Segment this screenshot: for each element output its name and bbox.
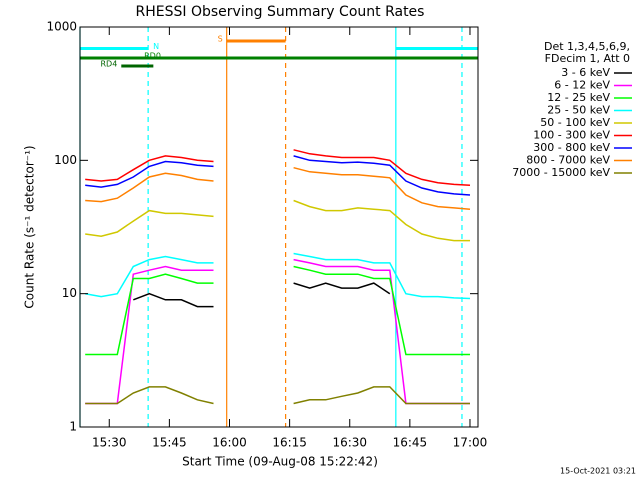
series-line xyxy=(85,149,471,187)
series-line xyxy=(133,282,391,308)
legend-header: Det 1,3,4,5,6,9, xyxy=(544,40,630,53)
x-tick-label: 17:00 xyxy=(453,436,488,450)
flag-label: RD4 xyxy=(100,59,117,68)
flag-label: N xyxy=(153,42,159,51)
y-tick-label: 1000 xyxy=(46,20,77,34)
legend-label: 800 - 7000 keV xyxy=(526,154,610,167)
legend-label: 3 - 6 keV xyxy=(561,66,610,79)
legend-label: 100 - 300 keV xyxy=(533,129,610,142)
y-axis-label: Count Rate (s⁻¹ detector⁻¹) xyxy=(23,145,37,308)
series-line xyxy=(85,386,470,405)
series-line xyxy=(85,258,470,405)
legend-label: 12 - 25 keV xyxy=(547,91,610,104)
series-line xyxy=(85,252,471,300)
x-tick-label: 16:30 xyxy=(332,436,367,450)
flag-label: S xyxy=(218,35,223,44)
x-tick-label: 16:45 xyxy=(393,436,428,450)
x-tick-label: 15:30 xyxy=(92,436,127,450)
y-tick-label: 100 xyxy=(54,153,77,167)
x-tick-label: 16:15 xyxy=(272,436,307,450)
series-line xyxy=(85,155,471,196)
x-tick-label: 15:45 xyxy=(152,436,187,450)
y-tick-label: 10 xyxy=(62,286,77,300)
timestamp: 15-Oct-2021 03:21 xyxy=(560,467,636,476)
legend-label: 7000 - 15000 keV xyxy=(512,166,610,179)
series-line xyxy=(85,265,470,356)
flag-label: RD0 xyxy=(144,52,161,61)
plot-frame xyxy=(79,26,479,428)
legend-header: FDecim 1, Att 0 xyxy=(545,52,630,65)
series-line xyxy=(85,166,471,210)
series-line xyxy=(85,199,470,242)
y-tick-label: 1 xyxy=(69,420,77,434)
chart-title: RHESSI Observing Summary Count Rates xyxy=(136,4,425,20)
legend-label: 25 - 50 keV xyxy=(547,104,610,117)
legend-label: 300 - 800 keV xyxy=(533,141,610,154)
legend-label: 50 - 100 keV xyxy=(540,116,610,129)
legend-label: 6 - 12 keV xyxy=(554,79,610,92)
x-tick-label: 16:00 xyxy=(212,436,247,450)
x-axis-label: Start Time (09-Aug-08 15:22:42) xyxy=(182,455,378,469)
